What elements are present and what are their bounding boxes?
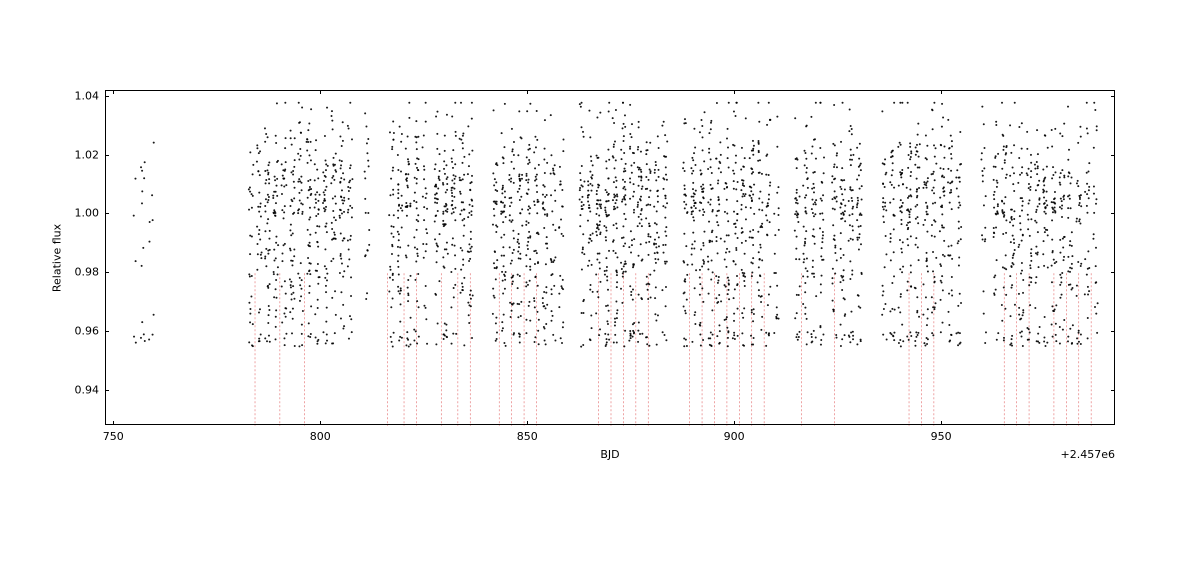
plot-area	[105, 90, 1115, 425]
x-tick-label: 750	[103, 431, 124, 442]
x-axis-label: BJD	[600, 449, 619, 460]
plot-svg	[106, 91, 1116, 426]
y-tick-label: 0.94	[75, 384, 100, 395]
x-tick-label: 900	[724, 431, 745, 442]
x-axis-offset: +2.457e6	[1061, 449, 1115, 460]
y-tick-label: 1.02	[75, 149, 100, 160]
transit-markers	[255, 273, 1091, 426]
y-axis-label: Relative flux	[52, 223, 63, 291]
figure: 7508008509009500.940.960.981.001.021.04 …	[0, 0, 1200, 562]
scatter-points	[133, 102, 1099, 348]
x-tick-label: 850	[517, 431, 538, 442]
y-tick-label: 0.98	[75, 267, 100, 278]
y-tick-label: 1.00	[75, 208, 100, 219]
y-tick-label: 1.04	[75, 90, 100, 101]
x-tick-label: 950	[931, 431, 952, 442]
y-tick-label: 0.96	[75, 325, 100, 336]
x-tick-label: 800	[310, 431, 331, 442]
